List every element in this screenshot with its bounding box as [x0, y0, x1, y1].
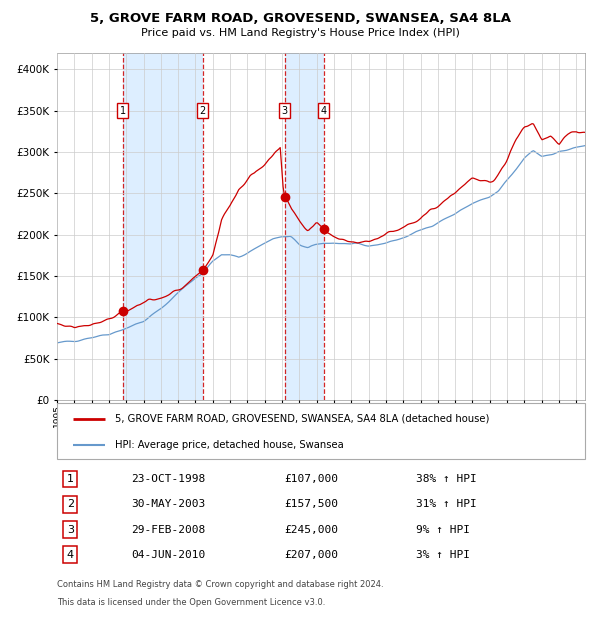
Text: 9% ↑ HPI: 9% ↑ HPI — [416, 525, 470, 534]
Text: HPI: Average price, detached house, Swansea: HPI: Average price, detached house, Swan… — [115, 440, 344, 450]
Text: This data is licensed under the Open Government Licence v3.0.: This data is licensed under the Open Gov… — [57, 598, 325, 608]
Bar — [285, 53, 324, 400]
Text: 3% ↑ HPI: 3% ↑ HPI — [416, 550, 470, 560]
Text: £245,000: £245,000 — [284, 525, 338, 534]
Text: 5, GROVE FARM ROAD, GROVESEND, SWANSEA, SA4 8LA (detached house): 5, GROVE FARM ROAD, GROVESEND, SWANSEA, … — [115, 414, 490, 423]
Text: 4: 4 — [67, 550, 74, 560]
Text: 3: 3 — [282, 105, 288, 115]
Text: Price paid vs. HM Land Registry's House Price Index (HPI): Price paid vs. HM Land Registry's House … — [140, 28, 460, 38]
Text: 1: 1 — [67, 474, 74, 484]
Text: Contains HM Land Registry data © Crown copyright and database right 2024.: Contains HM Land Registry data © Crown c… — [57, 580, 383, 589]
Text: 2: 2 — [199, 105, 206, 115]
Text: 38% ↑ HPI: 38% ↑ HPI — [416, 474, 477, 484]
Text: 4: 4 — [321, 105, 327, 115]
Text: 29-FEB-2008: 29-FEB-2008 — [131, 525, 205, 534]
FancyBboxPatch shape — [57, 403, 585, 459]
Text: 23-OCT-1998: 23-OCT-1998 — [131, 474, 205, 484]
Text: 3: 3 — [67, 525, 74, 534]
Bar — [123, 53, 203, 400]
Text: 30-MAY-2003: 30-MAY-2003 — [131, 499, 205, 510]
Text: 5, GROVE FARM ROAD, GROVESEND, SWANSEA, SA4 8LA: 5, GROVE FARM ROAD, GROVESEND, SWANSEA, … — [89, 12, 511, 25]
Text: 31% ↑ HPI: 31% ↑ HPI — [416, 499, 477, 510]
Text: £207,000: £207,000 — [284, 550, 338, 560]
Text: 1: 1 — [120, 105, 126, 115]
Text: £107,000: £107,000 — [284, 474, 338, 484]
Text: 04-JUN-2010: 04-JUN-2010 — [131, 550, 205, 560]
Text: 2: 2 — [67, 499, 74, 510]
Text: £157,500: £157,500 — [284, 499, 338, 510]
